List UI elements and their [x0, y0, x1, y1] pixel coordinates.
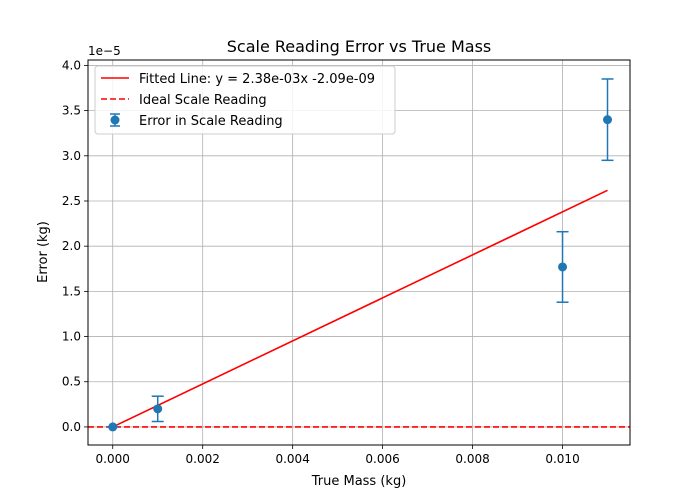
- data-layer: [88, 78, 630, 432]
- plot-frame: [87, 59, 631, 446]
- data-point: [108, 422, 118, 432]
- x-tick-label: 0.008: [455, 452, 489, 466]
- data-point: [603, 115, 613, 125]
- data-point: [153, 404, 163, 414]
- x-tick-label: 0.006: [365, 452, 399, 466]
- x-axis-title: True Mass (kg): [311, 474, 407, 489]
- y-tick-label: 2.0: [62, 239, 81, 253]
- y-tick-label: 3.0: [62, 149, 81, 163]
- y-tick-label: 4.0: [62, 58, 81, 72]
- x-tick-label: 0.002: [186, 452, 220, 466]
- legend-box: [94, 65, 396, 135]
- x-tick-label: 0.010: [545, 452, 579, 466]
- legend: Fitted Line: y = 2.38e-03x -2.09e-09 Idea…: [94, 65, 396, 135]
- y-tick-label: 0.5: [62, 375, 81, 389]
- chart-title: Scale Reading Error vs True Mass: [227, 37, 492, 56]
- fitted-line: [112, 189, 608, 428]
- legend-label: Error in Scale Reading: [139, 114, 283, 129]
- y-tick-label: 2.5: [62, 194, 81, 208]
- y-tick-label: 0.0: [62, 420, 81, 434]
- y-tick-label: 3.5: [62, 104, 81, 118]
- y-axis-title: Error (kg): [36, 221, 51, 283]
- y-tick-label: 1.0: [62, 330, 81, 344]
- ticks: 0.000 0.002 0.004 0.006 0.008 0.010 0.0 0.5 1.0 1…: [62, 58, 580, 466]
- x-tick-label: 0.004: [275, 452, 309, 466]
- legend-swatch-marker: [110, 115, 120, 125]
- y-offset-label: 1e−5: [88, 44, 121, 58]
- x-tick-label: 0.000: [96, 452, 130, 466]
- y-tick-label: 1.5: [62, 284, 81, 298]
- legend-label: Fitted Line: y = 2.38e-03x -2.09e-09: [139, 72, 375, 87]
- data-point: [558, 262, 568, 272]
- legend-label: Ideal Scale Reading: [139, 93, 267, 108]
